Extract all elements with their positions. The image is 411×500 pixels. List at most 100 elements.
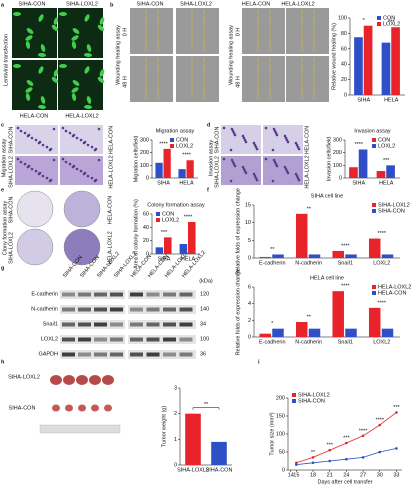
protein-label: GAPDH [38, 351, 58, 357]
bar [188, 222, 196, 254]
stained-cell [231, 129, 235, 133]
blot-strip [60, 305, 125, 314]
blot-band [78, 337, 91, 342]
blot-band [179, 292, 193, 297]
chart-title: Colony formation assay [147, 202, 205, 208]
blot-band [146, 307, 160, 312]
y-tick-label: 60 [341, 46, 347, 52]
bar [211, 441, 227, 465]
ruler [39, 424, 121, 434]
bar [381, 42, 391, 95]
stained-cell [255, 147, 259, 151]
y-tick-label: 100 [140, 163, 149, 169]
wound-image [242, 56, 285, 102]
y-tick-label: 0 [248, 255, 251, 261]
bracket [192, 407, 220, 410]
panel-letter: e [1, 187, 4, 193]
stained-cell [275, 164, 279, 168]
legend-swatch [292, 393, 296, 397]
stained-cell [252, 141, 256, 145]
legend-swatch [156, 212, 160, 216]
blot-band [110, 337, 123, 342]
cell [53, 17, 59, 25]
legend-label: HELA-LOXL2 [378, 284, 411, 290]
significance: * [363, 18, 366, 24]
bar [186, 160, 194, 178]
blot-band [146, 337, 160, 342]
stained-cell [68, 131, 72, 135]
wound-image [286, 8, 329, 54]
legend-label: LOXL2 [162, 217, 179, 223]
y-tick-label: 1 [174, 437, 177, 443]
y-axis-label: Invasion cells/field [326, 137, 332, 182]
x-tick-label: SIHA [157, 180, 170, 186]
blot-band [94, 337, 107, 342]
stained-cell [244, 171, 248, 175]
bar [185, 413, 201, 465]
blot-band [179, 307, 193, 312]
blot-band [94, 352, 107, 357]
stained-cell [52, 158, 56, 162]
bar [178, 169, 186, 178]
side-label: Invasion assay [208, 140, 214, 177]
legend-swatch [372, 138, 376, 142]
blot-band [110, 352, 123, 357]
cell [38, 104, 46, 110]
point [295, 463, 298, 466]
cell [86, 96, 92, 104]
cell [84, 14, 90, 22]
stained-cell [26, 165, 30, 169]
blot-strip [60, 350, 125, 359]
x-tick-label: E-cadherin [259, 260, 286, 266]
stained-cell [26, 134, 30, 138]
significance: **** [341, 243, 350, 249]
stained-cell [75, 136, 79, 140]
wound-image [242, 8, 285, 54]
stained-cell [37, 141, 41, 145]
bar [349, 167, 358, 178]
cell [71, 41, 77, 49]
stained-cell [275, 133, 279, 137]
panel-letter: a [1, 2, 5, 8]
stained-cell [64, 160, 68, 164]
stained-cell [45, 145, 49, 149]
significance: ** [204, 402, 209, 408]
y-tick-label: 80 [341, 31, 347, 37]
bar [381, 328, 394, 337]
stained-cell [86, 174, 90, 178]
wound-image [130, 8, 173, 54]
stained-cell [23, 131, 27, 135]
bar [295, 322, 308, 337]
y-tick-label: 6 [248, 284, 251, 290]
tumor [78, 404, 86, 412]
y-tick-label: 2 [174, 411, 177, 417]
blot-strip [128, 320, 196, 329]
blot-band [163, 292, 176, 297]
image-label: HELA-CON [108, 126, 114, 154]
y-tick-label: 40 [143, 225, 149, 231]
image-label: HELA-LOXL2 [304, 155, 310, 188]
x-tick-label: 14 [288, 472, 294, 478]
blot-band [110, 322, 123, 327]
image-label: SIHA-LOXL2 [180, 1, 212, 7]
y-tick-label: 60 [143, 211, 149, 217]
blot-band [163, 307, 176, 312]
tumor [63, 375, 75, 385]
stained-cell [285, 138, 289, 142]
blot-band [179, 337, 193, 342]
image-label: HELA-LOXL2 [281, 1, 314, 7]
stained-cell [34, 169, 38, 173]
y-tick-label: 0 [146, 251, 149, 257]
wound-image [286, 56, 329, 102]
y-tick-label: 0 [339, 175, 342, 181]
stained-cell [231, 160, 235, 164]
stained-cell [23, 162, 27, 166]
y-tick-label: 0 [344, 92, 347, 98]
blot-band [146, 322, 160, 327]
cell [25, 35, 33, 41]
y-tick-label: 0 [248, 334, 251, 340]
stained-cell [264, 157, 268, 161]
significance: *** [326, 443, 333, 449]
stained-cell [79, 169, 83, 173]
